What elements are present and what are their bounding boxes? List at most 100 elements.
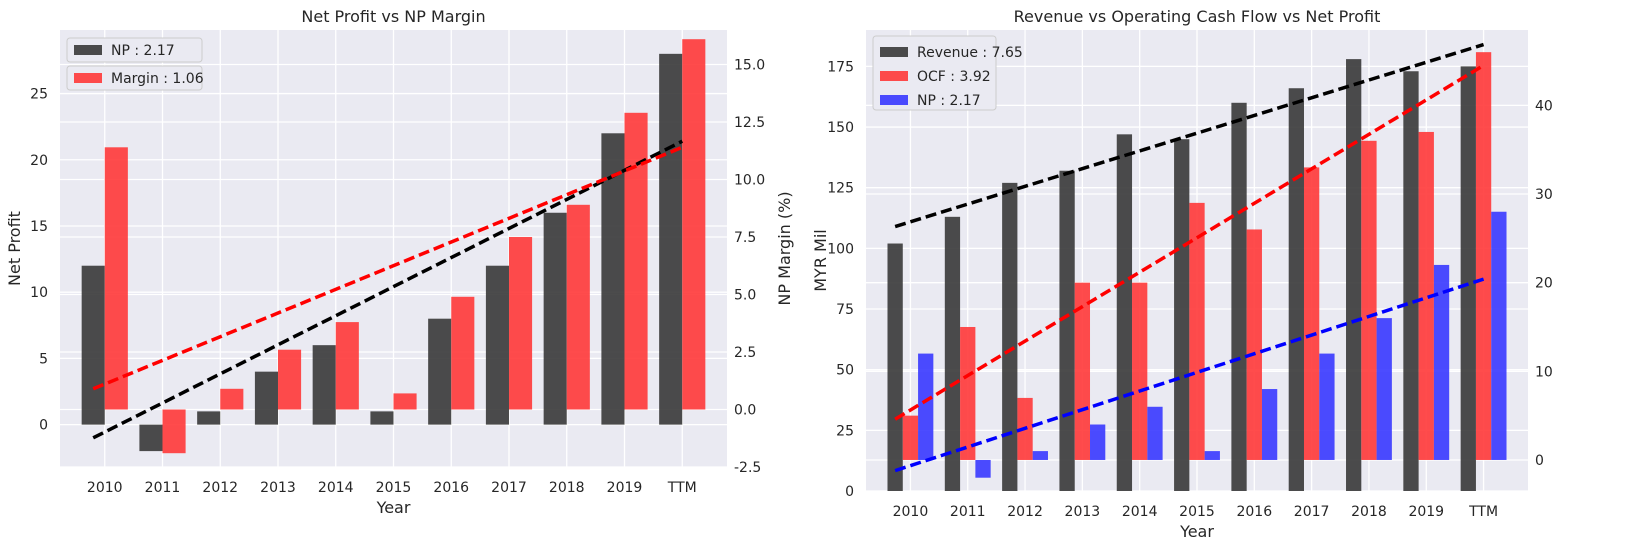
bar <box>975 459 991 478</box>
y-right-tick-label: 20 <box>1535 276 1553 292</box>
y-tick-label: 0 <box>845 484 854 500</box>
bar <box>81 265 105 425</box>
bar <box>1460 66 1476 491</box>
bar <box>428 318 452 425</box>
bar <box>960 326 976 460</box>
bar <box>335 322 359 410</box>
legend-label: OCF : 3.92 <box>917 69 991 85</box>
x-tick-label: 2011 <box>950 504 986 520</box>
x-axis-label: Year <box>1179 522 1214 541</box>
legend-label: NP : 2.17 <box>111 43 175 59</box>
y-right-tick-label: 0.0 <box>734 403 756 419</box>
y-tick-label: 100 <box>827 241 854 257</box>
y-right-tick-label: 7.5 <box>734 230 756 246</box>
y-right-tick-label: 12.5 <box>734 115 765 131</box>
bar <box>944 216 961 492</box>
bar <box>104 147 128 410</box>
bar <box>312 345 336 425</box>
legend-swatch <box>880 47 908 57</box>
bar <box>485 265 509 425</box>
x-tick-label: 2018 <box>1351 504 1387 520</box>
y-right-tick-label: -2.5 <box>734 460 761 476</box>
legend-swatch <box>880 95 908 105</box>
x-tick-label: 2019 <box>1408 504 1444 520</box>
x-tick-label: 2014 <box>318 480 354 496</box>
bar <box>566 204 590 410</box>
x-tick-label: 2012 <box>202 480 238 496</box>
bar <box>1418 131 1434 460</box>
x-tick-label: 2016 <box>1236 504 1272 520</box>
y-tick-label: 75 <box>836 302 854 318</box>
bar <box>1132 282 1148 460</box>
x-tick-label: 2017 <box>1294 504 1330 520</box>
x-tick-label: 2015 <box>1179 504 1215 520</box>
chart-title: Revenue vs Operating Cash Flow vs Net Pr… <box>1014 7 1381 26</box>
y-tick-label: 5 <box>39 351 48 367</box>
legend-label: Revenue : 7.65 <box>917 45 1023 61</box>
bar <box>1246 229 1262 460</box>
bar <box>1090 424 1106 460</box>
trend-line <box>92 139 684 440</box>
x-tick-label: 2014 <box>1122 504 1158 520</box>
bar <box>601 133 625 425</box>
y-axis-label: Net Profit <box>5 211 24 286</box>
x-tick-label: 2012 <box>1007 504 1043 520</box>
x-axis-label: Year <box>376 498 411 517</box>
x-tick-label: TTM <box>667 480 697 496</box>
trend-line <box>92 145 683 391</box>
y-tick-label: 50 <box>836 363 854 379</box>
bar <box>162 409 186 454</box>
bar <box>1319 353 1335 460</box>
bar <box>1403 71 1419 491</box>
y-right-tick-label: 5.0 <box>734 288 756 304</box>
bar <box>1433 264 1450 460</box>
legend-swatch <box>880 71 908 81</box>
y-tick-label: 15 <box>30 219 48 235</box>
y-tick-label: 150 <box>827 120 854 136</box>
bar <box>254 371 279 425</box>
bar <box>659 53 683 425</box>
legend-frame <box>66 37 203 63</box>
y-right-tick-label: 15.0 <box>734 58 765 74</box>
bar <box>1231 102 1247 491</box>
bar <box>1116 134 1133 491</box>
bar <box>220 388 244 410</box>
chart-revenue-ocf-np: 0 25 50 75 100 125 150 175 0 10 20 30 40 2010 2011 2012… <box>811 7 1553 541</box>
y-tick-label: 125 <box>827 181 854 197</box>
bar <box>682 39 706 410</box>
bar <box>1147 406 1163 460</box>
bar <box>451 296 475 410</box>
legend-swatch <box>74 45 102 55</box>
bar <box>1002 182 1018 491</box>
bar <box>1376 318 1392 460</box>
x-tick-label: 2017 <box>491 480 527 496</box>
bar <box>918 353 934 460</box>
bar <box>902 415 919 460</box>
x-tick-label: 2010 <box>87 480 123 496</box>
x-tick-label: 2018 <box>549 480 585 496</box>
trend-line <box>894 63 1485 421</box>
chart-title: Net Profit vs NP Margin <box>301 7 485 26</box>
bar <box>139 424 163 452</box>
bar <box>1491 211 1507 460</box>
bar <box>1346 59 1362 492</box>
y-tick-label: 25 <box>30 87 48 103</box>
bar <box>1261 389 1278 460</box>
bar <box>1204 451 1220 460</box>
bar <box>1032 451 1048 460</box>
bar <box>1475 52 1492 460</box>
bar <box>278 349 302 410</box>
x-tick-label: 2013 <box>260 480 296 496</box>
bar <box>887 243 903 491</box>
y-right-axis-label: NP Margin (%) <box>775 191 794 305</box>
y-right-tick-label: 40 <box>1535 98 1553 114</box>
bar <box>370 411 394 425</box>
x-tick-label: 2013 <box>1065 504 1101 520</box>
y-right-tick-label: 0 <box>1535 453 1544 469</box>
legend-frame <box>66 65 203 91</box>
legend-label: Margin : 1.06 <box>111 71 204 87</box>
bar <box>197 411 221 425</box>
bar <box>1174 139 1190 491</box>
x-tick-label: 2015 <box>376 480 412 496</box>
